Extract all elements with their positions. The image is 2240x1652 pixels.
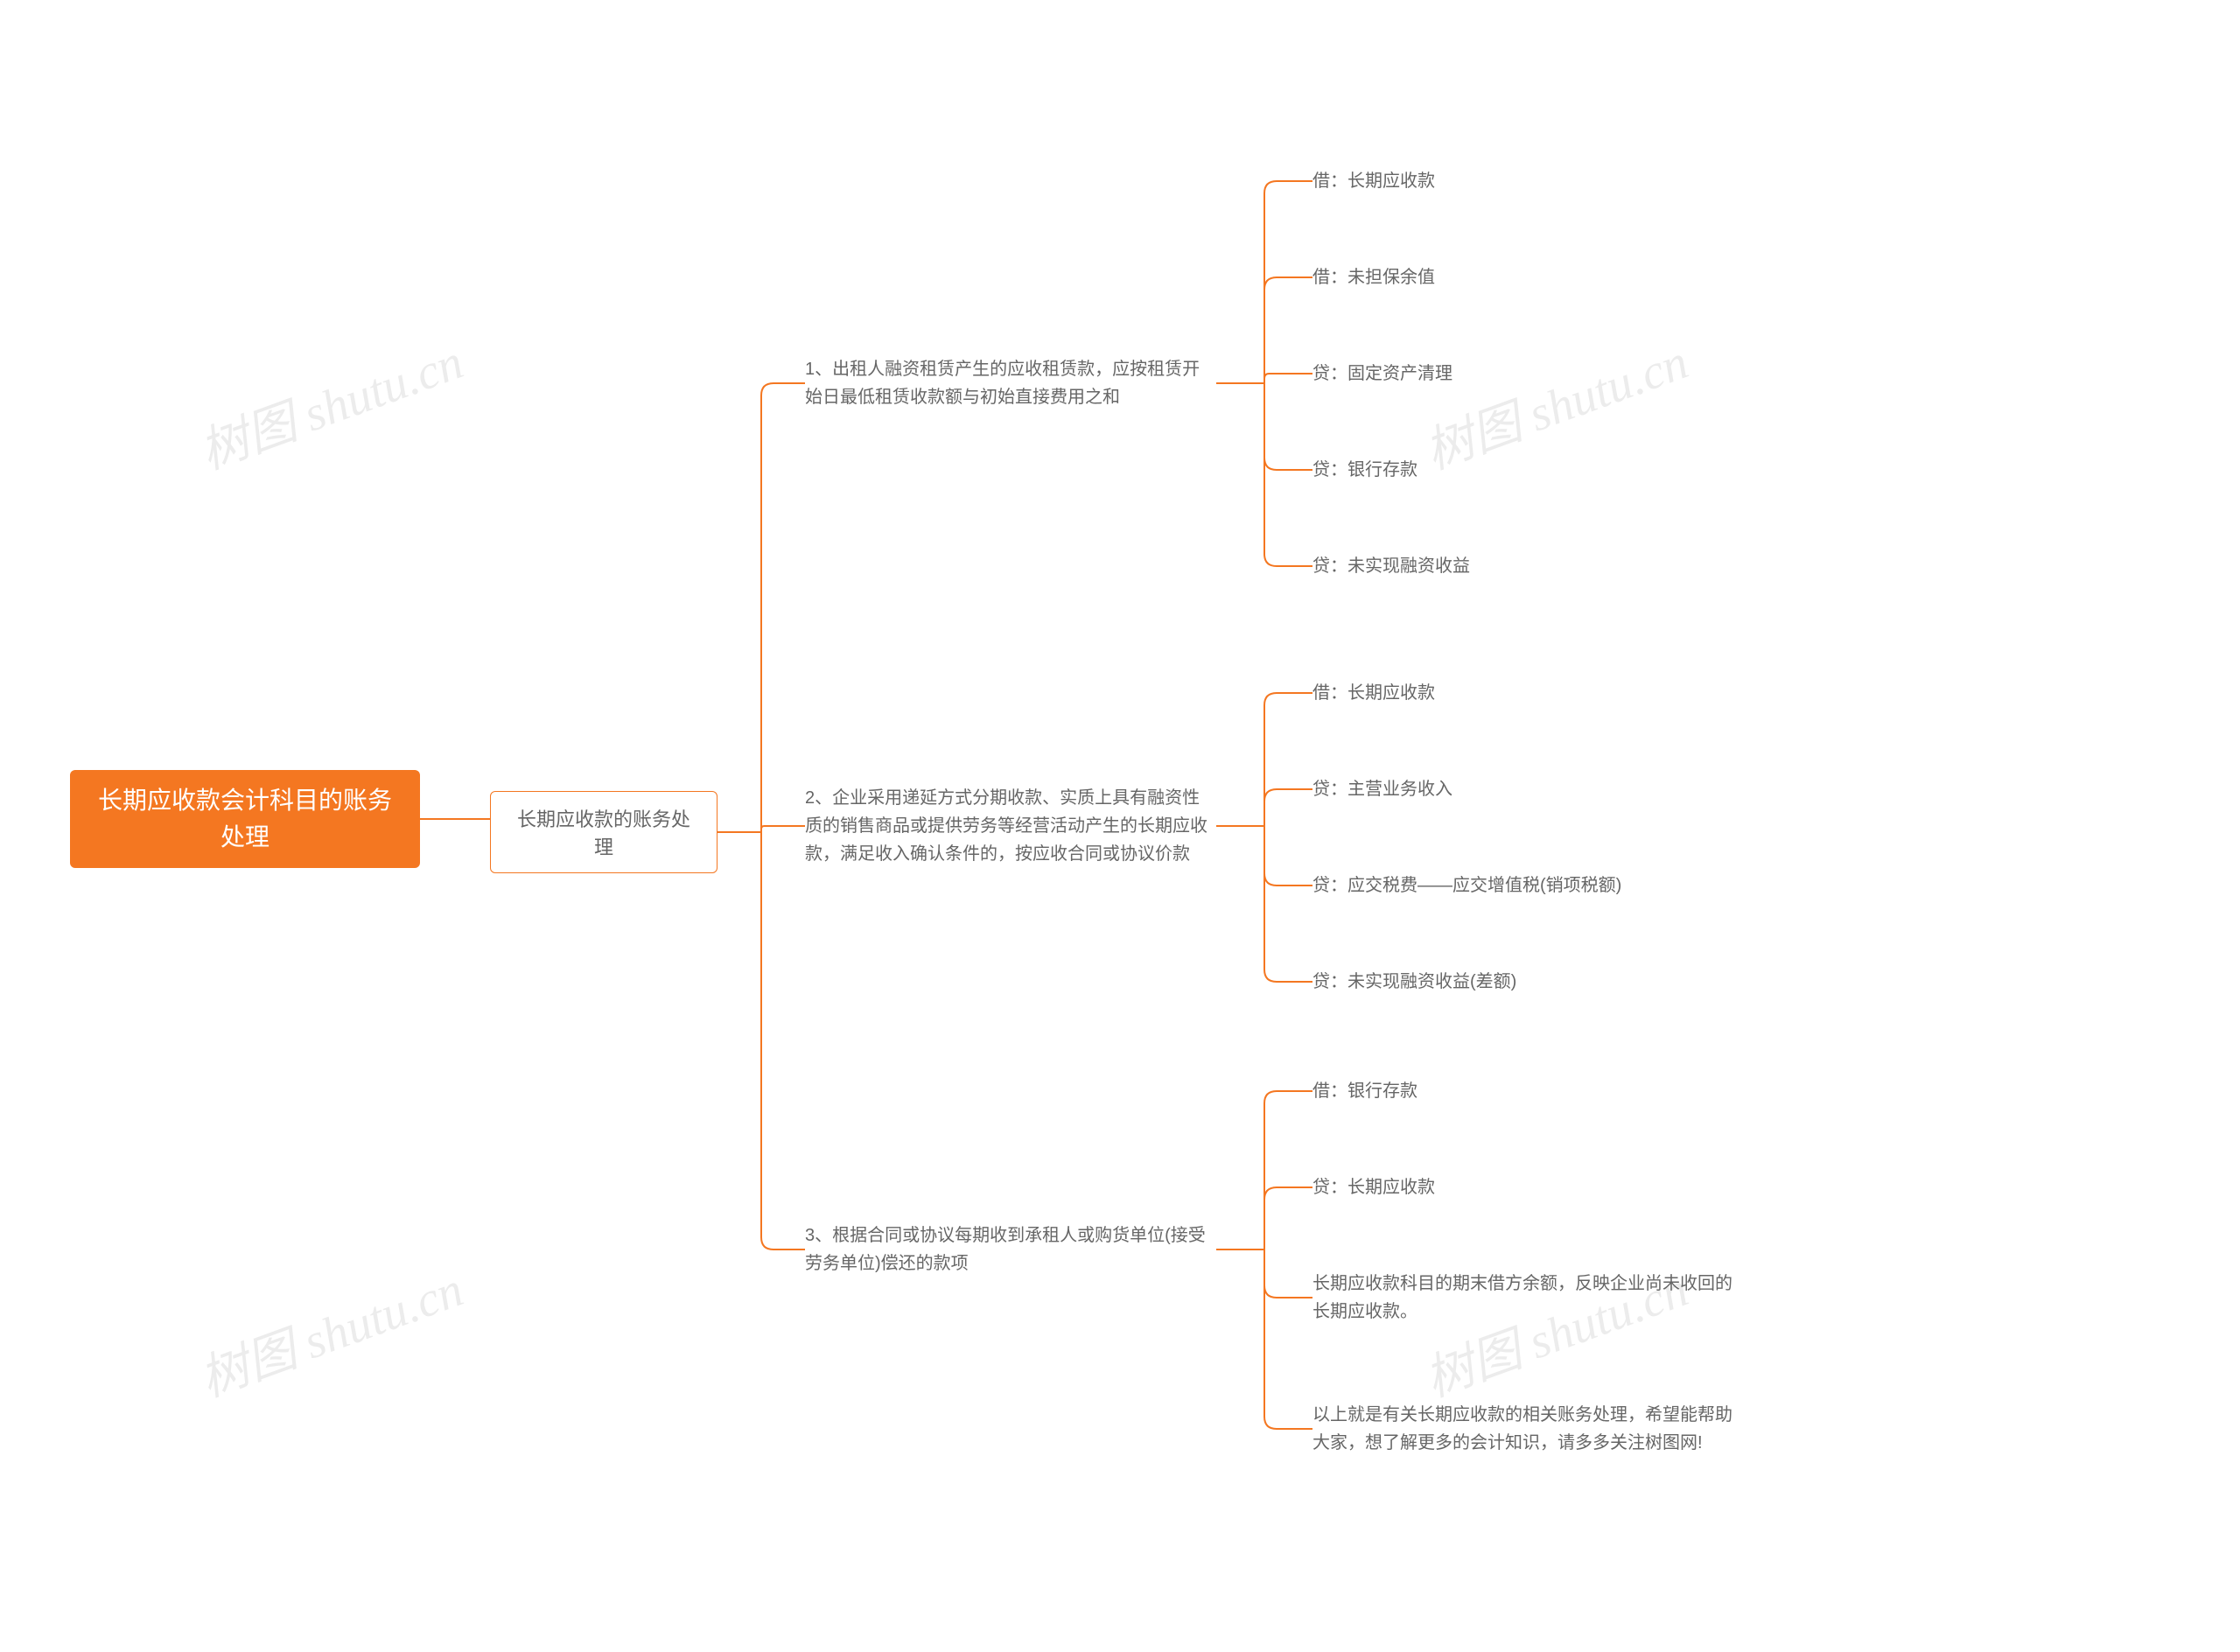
leaf-label: 贷：固定资产清理 <box>1312 360 1452 388</box>
topic-label: 3、根据合同或协议每期收到承租人或购货单位(接受劳务单位)偿还的款项 <box>805 1222 1216 1278</box>
topic-node[interactable]: 1、出租人融资租赁产生的应收租赁款，应按租赁开始日最低租赁收款额与初始直接费用之… <box>805 350 1216 416</box>
branch-label: 长期应收款的账务处理 <box>508 804 699 860</box>
leaf-node[interactable]: 贷：主营业务收入 <box>1312 770 1732 808</box>
branch-node[interactable]: 长期应收款的账务处理 <box>490 791 718 873</box>
leaf-node[interactable]: 借：长期应收款 <box>1312 162 1732 200</box>
leaf-node[interactable]: 借：银行存款 <box>1312 1072 1732 1110</box>
leaf-node[interactable]: 借：长期应收款 <box>1312 674 1732 712</box>
leaf-node[interactable]: 贷：未实现融资收益 <box>1312 547 1732 585</box>
leaf-label: 借：长期应收款 <box>1312 167 1435 195</box>
leaf-node[interactable]: 贷：未实现融资收益(差额) <box>1312 962 1732 1001</box>
watermark: 树图 shutu.cn <box>189 323 472 484</box>
leaf-node[interactable]: 贷：固定资产清理 <box>1312 354 1732 393</box>
leaf-node[interactable]: 借：未担保余值 <box>1312 258 1732 297</box>
leaf-node[interactable]: 贷：银行存款 <box>1312 451 1732 489</box>
topic-node[interactable]: 3、根据合同或协议每期收到承租人或购货单位(接受劳务单位)偿还的款项 <box>805 1216 1216 1283</box>
leaf-node[interactable]: 长期应收款科目的期末借方余额，反映企业尚未收回的长期应收款。 <box>1312 1264 1732 1331</box>
leaf-label: 借：未担保余值 <box>1312 263 1435 291</box>
watermark: 树图 shutu.cn <box>189 1250 472 1411</box>
root-node[interactable]: 长期应收款会计科目的账务处理 <box>70 770 420 868</box>
leaf-label: 长期应收款科目的期末借方余额，反映企业尚未收回的长期应收款。 <box>1312 1270 1732 1326</box>
leaf-label: 贷：主营业务收入 <box>1312 775 1452 803</box>
leaf-node[interactable]: 贷：应交税费——应交增值税(销项税额) <box>1312 866 1732 905</box>
leaf-label: 借：银行存款 <box>1312 1077 1418 1105</box>
topic-label: 1、出租人融资租赁产生的应收租赁款，应按租赁开始日最低租赁收款额与初始直接费用之… <box>805 355 1216 411</box>
leaf-label: 贷：未实现融资收益 <box>1312 552 1470 580</box>
leaf-label: 借：长期应收款 <box>1312 679 1435 707</box>
leaf-node[interactable]: 贷：长期应收款 <box>1312 1168 1732 1207</box>
mindmap-canvas: 树图 shutu.cn 树图 shutu.cn 树图 shutu.cn 树图 s… <box>0 0 2240 1652</box>
leaf-node[interactable]: 以上就是有关长期应收款的相关账务处理，希望能帮助大家，想了解更多的会计知识，请多… <box>1312 1396 1732 1462</box>
leaf-label: 贷：应交税费——应交增值税(销项税额) <box>1312 872 1621 900</box>
leaf-label: 以上就是有关长期应收款的相关账务处理，希望能帮助大家，想了解更多的会计知识，请多… <box>1312 1401 1732 1457</box>
topic-label: 2、企业采用递延方式分期收款、实质上具有融资性质的销售商品或提供劳务等经营活动产… <box>805 784 1216 868</box>
root-label: 长期应收款会计科目的账务处理 <box>88 782 402 856</box>
leaf-label: 贷：银行存款 <box>1312 456 1418 484</box>
leaf-label: 贷：长期应收款 <box>1312 1173 1435 1201</box>
topic-node[interactable]: 2、企业采用递延方式分期收款、实质上具有融资性质的销售商品或提供劳务等经营活动产… <box>805 779 1216 873</box>
leaf-label: 贷：未实现融资收益(差额) <box>1312 968 1516 996</box>
